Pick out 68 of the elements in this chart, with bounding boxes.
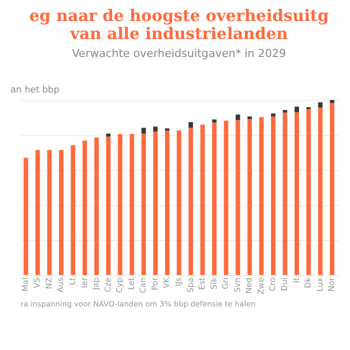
bar [70, 145, 76, 275]
chart-title: eg naar de hoogste overheidsuitg van alle industrielanden [29, 6, 329, 43]
x-tick-label: IJs [174, 278, 183, 286]
bar [259, 117, 264, 275]
bar [212, 122, 217, 275]
bar [130, 134, 134, 275]
x-tick-label: Ned [244, 278, 254, 294]
y-axis-title: an het bbp [10, 86, 60, 96]
bar [188, 122, 194, 128]
bar [212, 119, 217, 123]
bar [153, 126, 158, 132]
x-tick-label: Zwe [256, 277, 266, 294]
x-tick-label: Dui [280, 278, 289, 291]
x-tick-label: VS [32, 278, 42, 288]
bar [141, 128, 146, 134]
x-tick-label: Dk [304, 277, 313, 288]
bar [330, 100, 334, 103]
bar [200, 124, 205, 275]
bar [82, 140, 88, 275]
bar [188, 128, 194, 275]
bar [236, 114, 240, 120]
x-tick-label: Nor [327, 276, 336, 292]
bar [270, 113, 276, 116]
bar [24, 158, 28, 275]
x-tick-label: Mal [20, 278, 30, 292]
x-tick-label: Spa [186, 277, 195, 293]
x-tick-label: VK [162, 276, 172, 288]
bar [35, 150, 40, 275]
x-tick-label: Gri [221, 278, 230, 290]
x-tick-label: Let [126, 278, 136, 290]
x-tick-label: Svn [232, 278, 242, 292]
x-tick-label: Lux [315, 277, 324, 292]
bar [247, 116, 252, 120]
x-tick-label: Est [198, 278, 207, 290]
x-tick-label: Ier [80, 276, 89, 288]
bar [58, 150, 64, 275]
bar [118, 134, 122, 275]
bar [294, 106, 300, 112]
bar [164, 130, 170, 275]
bar [106, 134, 111, 137]
x-tick-label: Cze [103, 277, 112, 292]
bar [282, 112, 288, 275]
x-tick-label: Por [150, 276, 160, 290]
bar [247, 119, 252, 275]
bar [94, 137, 99, 275]
bar [330, 102, 334, 275]
bar [270, 116, 276, 275]
bar [153, 132, 158, 275]
x-tick-label: Slk [209, 277, 218, 290]
bar [106, 136, 111, 275]
bar [306, 109, 311, 275]
bar [318, 102, 323, 108]
bar [318, 108, 323, 275]
x-tick-label: Cro [268, 277, 278, 292]
x-tick-label: Can [138, 278, 148, 294]
bar [141, 134, 146, 275]
x-tick-label: Cyp [115, 278, 124, 293]
bar [47, 150, 52, 275]
bar [176, 130, 182, 275]
bar [294, 112, 300, 275]
x-tick-label: It [292, 278, 301, 283]
chart-subtitle: Verwachte overheidsuitgaven* in 2029 [72, 47, 286, 60]
bar [236, 120, 240, 275]
x-tick-label: Jap [92, 278, 101, 291]
x-tick-label: Aus [56, 278, 66, 292]
x-tick-label: NZ [44, 276, 54, 289]
x-tick-label: Lt [68, 278, 77, 286]
bar [224, 120, 228, 275]
